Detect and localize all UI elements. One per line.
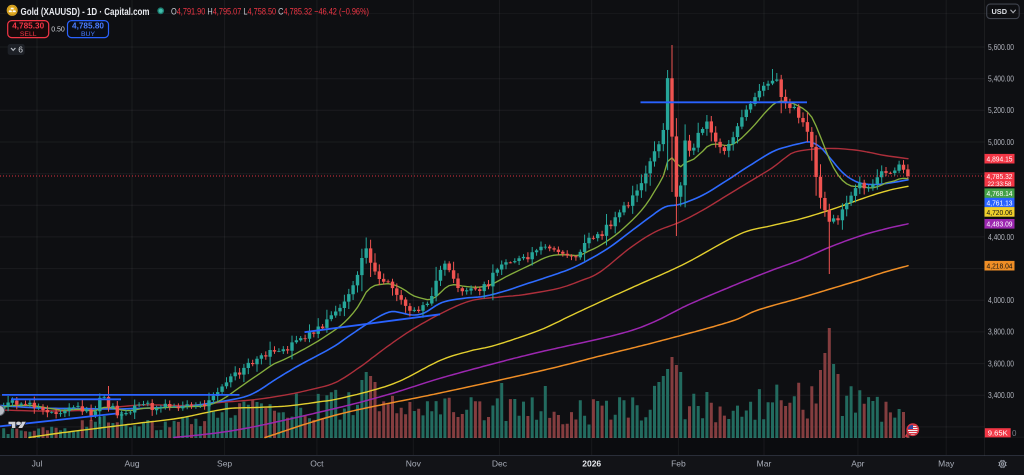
- svg-text:5,400.00: 5,400.00: [988, 75, 1014, 84]
- svg-text:4,720.06: 4,720.06: [987, 208, 1013, 217]
- svg-text:Dec: Dec: [492, 459, 508, 469]
- svg-text:0.50: 0.50: [51, 26, 65, 33]
- svg-text:5,600.00: 5,600.00: [988, 43, 1014, 52]
- svg-text:Aug: Aug: [124, 459, 139, 469]
- svg-text:6: 6: [18, 45, 23, 55]
- svg-text:0: 0: [1012, 429, 1017, 438]
- svg-text:4,785.80: 4,785.80: [72, 20, 104, 30]
- svg-text:Sep: Sep: [217, 459, 232, 469]
- svg-text:Mar: Mar: [757, 459, 772, 469]
- svg-text:5,200.00: 5,200.00: [988, 106, 1014, 115]
- svg-text:Jul: Jul: [32, 459, 43, 469]
- svg-text:4,000.00: 4,000.00: [988, 296, 1014, 305]
- svg-text:Gold (XAUUSD) - 1D · Capital.c: Gold (XAUUSD) - 1D · Capital.com: [21, 7, 150, 18]
- svg-text:O4,791.90 H4,795.07 L4,758.50: O4,791.90 H4,795.07 L4,758.50 C4,785.32 …: [171, 7, 369, 17]
- svg-text:4,894.15: 4,894.15: [987, 155, 1013, 164]
- svg-text:3,600.00: 3,600.00: [988, 359, 1014, 368]
- svg-text:4,218.04: 4,218.04: [987, 262, 1013, 271]
- svg-text:Feb: Feb: [671, 459, 686, 469]
- svg-text:5,000.00: 5,000.00: [988, 138, 1014, 147]
- svg-text:9.65K: 9.65K: [988, 429, 1008, 438]
- svg-text:Apr: Apr: [851, 459, 864, 469]
- svg-text:4,768.14: 4,768.14: [987, 189, 1013, 198]
- svg-text:Nov: Nov: [406, 459, 422, 469]
- svg-text:4,483.09: 4,483.09: [987, 220, 1013, 229]
- svg-text:3,400.00: 3,400.00: [988, 391, 1014, 400]
- svg-text:May: May: [938, 459, 955, 469]
- svg-text:4,785.32: 4,785.32: [987, 172, 1013, 181]
- svg-text:USD: USD: [992, 7, 1008, 16]
- svg-text:4,761.13: 4,761.13: [987, 199, 1013, 208]
- svg-text:2026: 2026: [582, 459, 601, 469]
- svg-text:Oct: Oct: [310, 459, 324, 469]
- svg-text:22:33:58: 22:33:58: [988, 181, 1012, 188]
- svg-text:SELL: SELL: [20, 31, 37, 38]
- svg-text:4,785.30: 4,785.30: [12, 20, 44, 30]
- svg-text:BUY: BUY: [81, 31, 95, 38]
- svg-text:3,800.00: 3,800.00: [988, 328, 1014, 337]
- svg-text:4,400.00: 4,400.00: [988, 233, 1014, 242]
